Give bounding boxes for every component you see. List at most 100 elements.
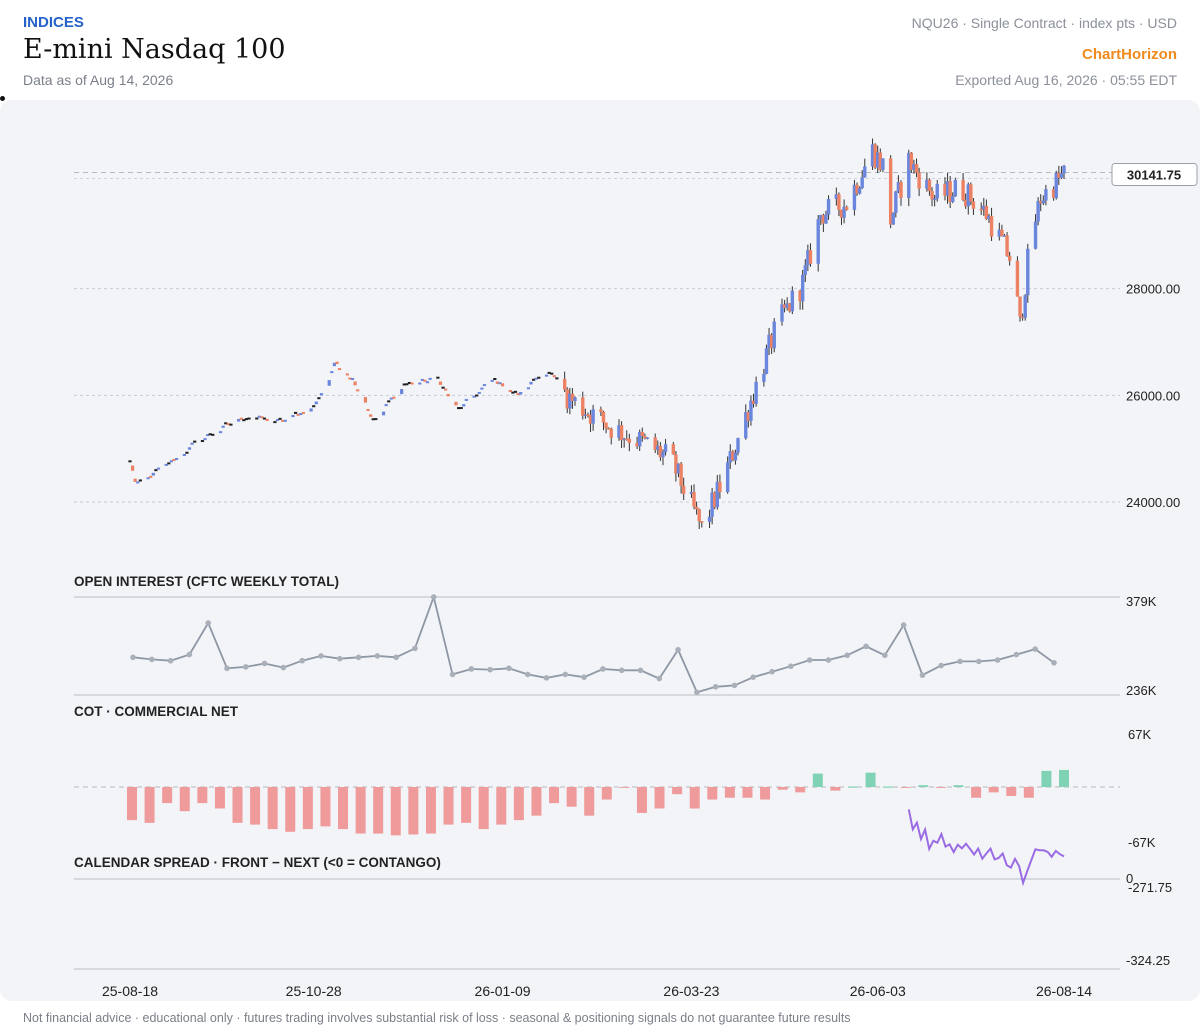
cot-bar	[883, 786, 894, 788]
candle-bar	[335, 361, 339, 365]
candle-body	[731, 451, 735, 461]
candle-bar	[296, 413, 300, 416]
candle-body	[694, 506, 699, 510]
candle-body	[643, 435, 647, 439]
candle-body	[645, 437, 650, 439]
candle-body	[663, 444, 668, 453]
cot-bar	[320, 787, 331, 827]
candle-bar	[172, 458, 176, 461]
oi-point	[393, 654, 399, 661]
candle-body	[606, 428, 611, 430]
candle-body	[837, 194, 841, 210]
cot-bar	[654, 787, 665, 809]
candle-body	[1007, 255, 1012, 261]
candle-bar	[500, 383, 505, 387]
cot-bar	[162, 787, 173, 804]
candle-body	[785, 303, 789, 309]
price-tick-label: 28000.00	[1126, 282, 1180, 297]
candle-body	[1005, 235, 1009, 256]
cot-min-label: -67K	[1128, 835, 1156, 850]
cot-bar	[830, 787, 841, 791]
candle-bar	[555, 377, 559, 380]
candle-bar	[526, 387, 531, 390]
candle-bar	[244, 418, 249, 421]
cot-bar	[795, 787, 806, 793]
candle-body	[1039, 200, 1043, 204]
oi-point	[637, 667, 644, 674]
cot-bar	[214, 787, 225, 809]
candle-body	[806, 250, 810, 266]
candle-bar	[384, 404, 388, 407]
candle-body	[855, 184, 859, 194]
candle-bar	[366, 408, 370, 411]
oi-point	[299, 657, 305, 664]
candle-body	[808, 250, 813, 264]
candle-body	[586, 414, 590, 417]
candle-body	[625, 438, 629, 441]
candle-body	[619, 425, 624, 441]
oi-point	[712, 683, 719, 690]
oi-point	[694, 689, 700, 696]
candle-bar	[255, 417, 259, 420]
brand-logo[interactable]: ChartHorizon	[1082, 46, 1177, 63]
oi-point	[412, 645, 418, 652]
candle-bar	[133, 478, 137, 482]
candle-body	[710, 492, 714, 517]
cot-bar	[355, 787, 366, 834]
spread-line	[907, 809, 1065, 887]
candle-body	[583, 414, 588, 417]
oi-point	[148, 656, 155, 663]
candle-body	[746, 412, 751, 421]
oi-point	[731, 682, 738, 689]
oi-point	[167, 657, 174, 664]
cot-bar	[1041, 770, 1052, 787]
candle-body	[930, 191, 934, 200]
candle-bar	[495, 381, 499, 384]
candle-body	[953, 180, 958, 197]
cot-bar	[760, 787, 771, 800]
cot-bar	[971, 787, 982, 798]
candle-body	[969, 184, 973, 202]
candle-body	[1054, 172, 1058, 199]
oi-point	[994, 657, 1001, 663]
candle-body	[1026, 248, 1030, 296]
candle-body	[876, 152, 880, 168]
cot-bar	[988, 787, 999, 793]
candle-body	[627, 438, 632, 443]
oi-min-label: 236K	[1126, 683, 1157, 698]
bullet-dot	[0, 96, 5, 101]
candle-body	[896, 182, 901, 192]
candle-bar	[182, 453, 186, 456]
candle-body	[697, 509, 701, 522]
candle-bar	[444, 388, 448, 391]
candles	[128, 138, 1066, 529]
candle-bar	[436, 376, 440, 379]
oi-point	[280, 664, 287, 671]
candle-bar	[154, 469, 158, 472]
candle-body	[568, 393, 572, 409]
candle-body	[689, 491, 694, 494]
x-tick-label: 26-03-23	[663, 983, 719, 999]
candle-body	[679, 463, 683, 486]
candle-bar	[348, 377, 352, 380]
cot-bar	[847, 786, 858, 788]
cot-bar	[865, 772, 876, 787]
cot-bar	[707, 787, 718, 800]
candle-bar	[519, 391, 523, 395]
futures-chart[interactable]: 24000.00 26000.00 28000.00 30141.75 OPEN INT…	[0, 100, 1200, 1001]
candle-body	[824, 214, 828, 224]
candle-body	[982, 205, 986, 210]
candle-body	[736, 438, 740, 453]
oi-point	[769, 668, 775, 675]
candle-body	[772, 321, 776, 349]
candle-bar	[239, 417, 243, 420]
candle-bar	[363, 397, 368, 403]
oi-point	[825, 657, 832, 663]
candle-bar	[247, 417, 251, 420]
candle-bar	[299, 413, 303, 416]
cot-bar	[179, 787, 190, 812]
cot-bar	[777, 787, 788, 790]
x-tick-label: 26-08-14	[1036, 983, 1092, 999]
candle-body	[676, 463, 681, 474]
candle-body	[803, 265, 807, 275]
